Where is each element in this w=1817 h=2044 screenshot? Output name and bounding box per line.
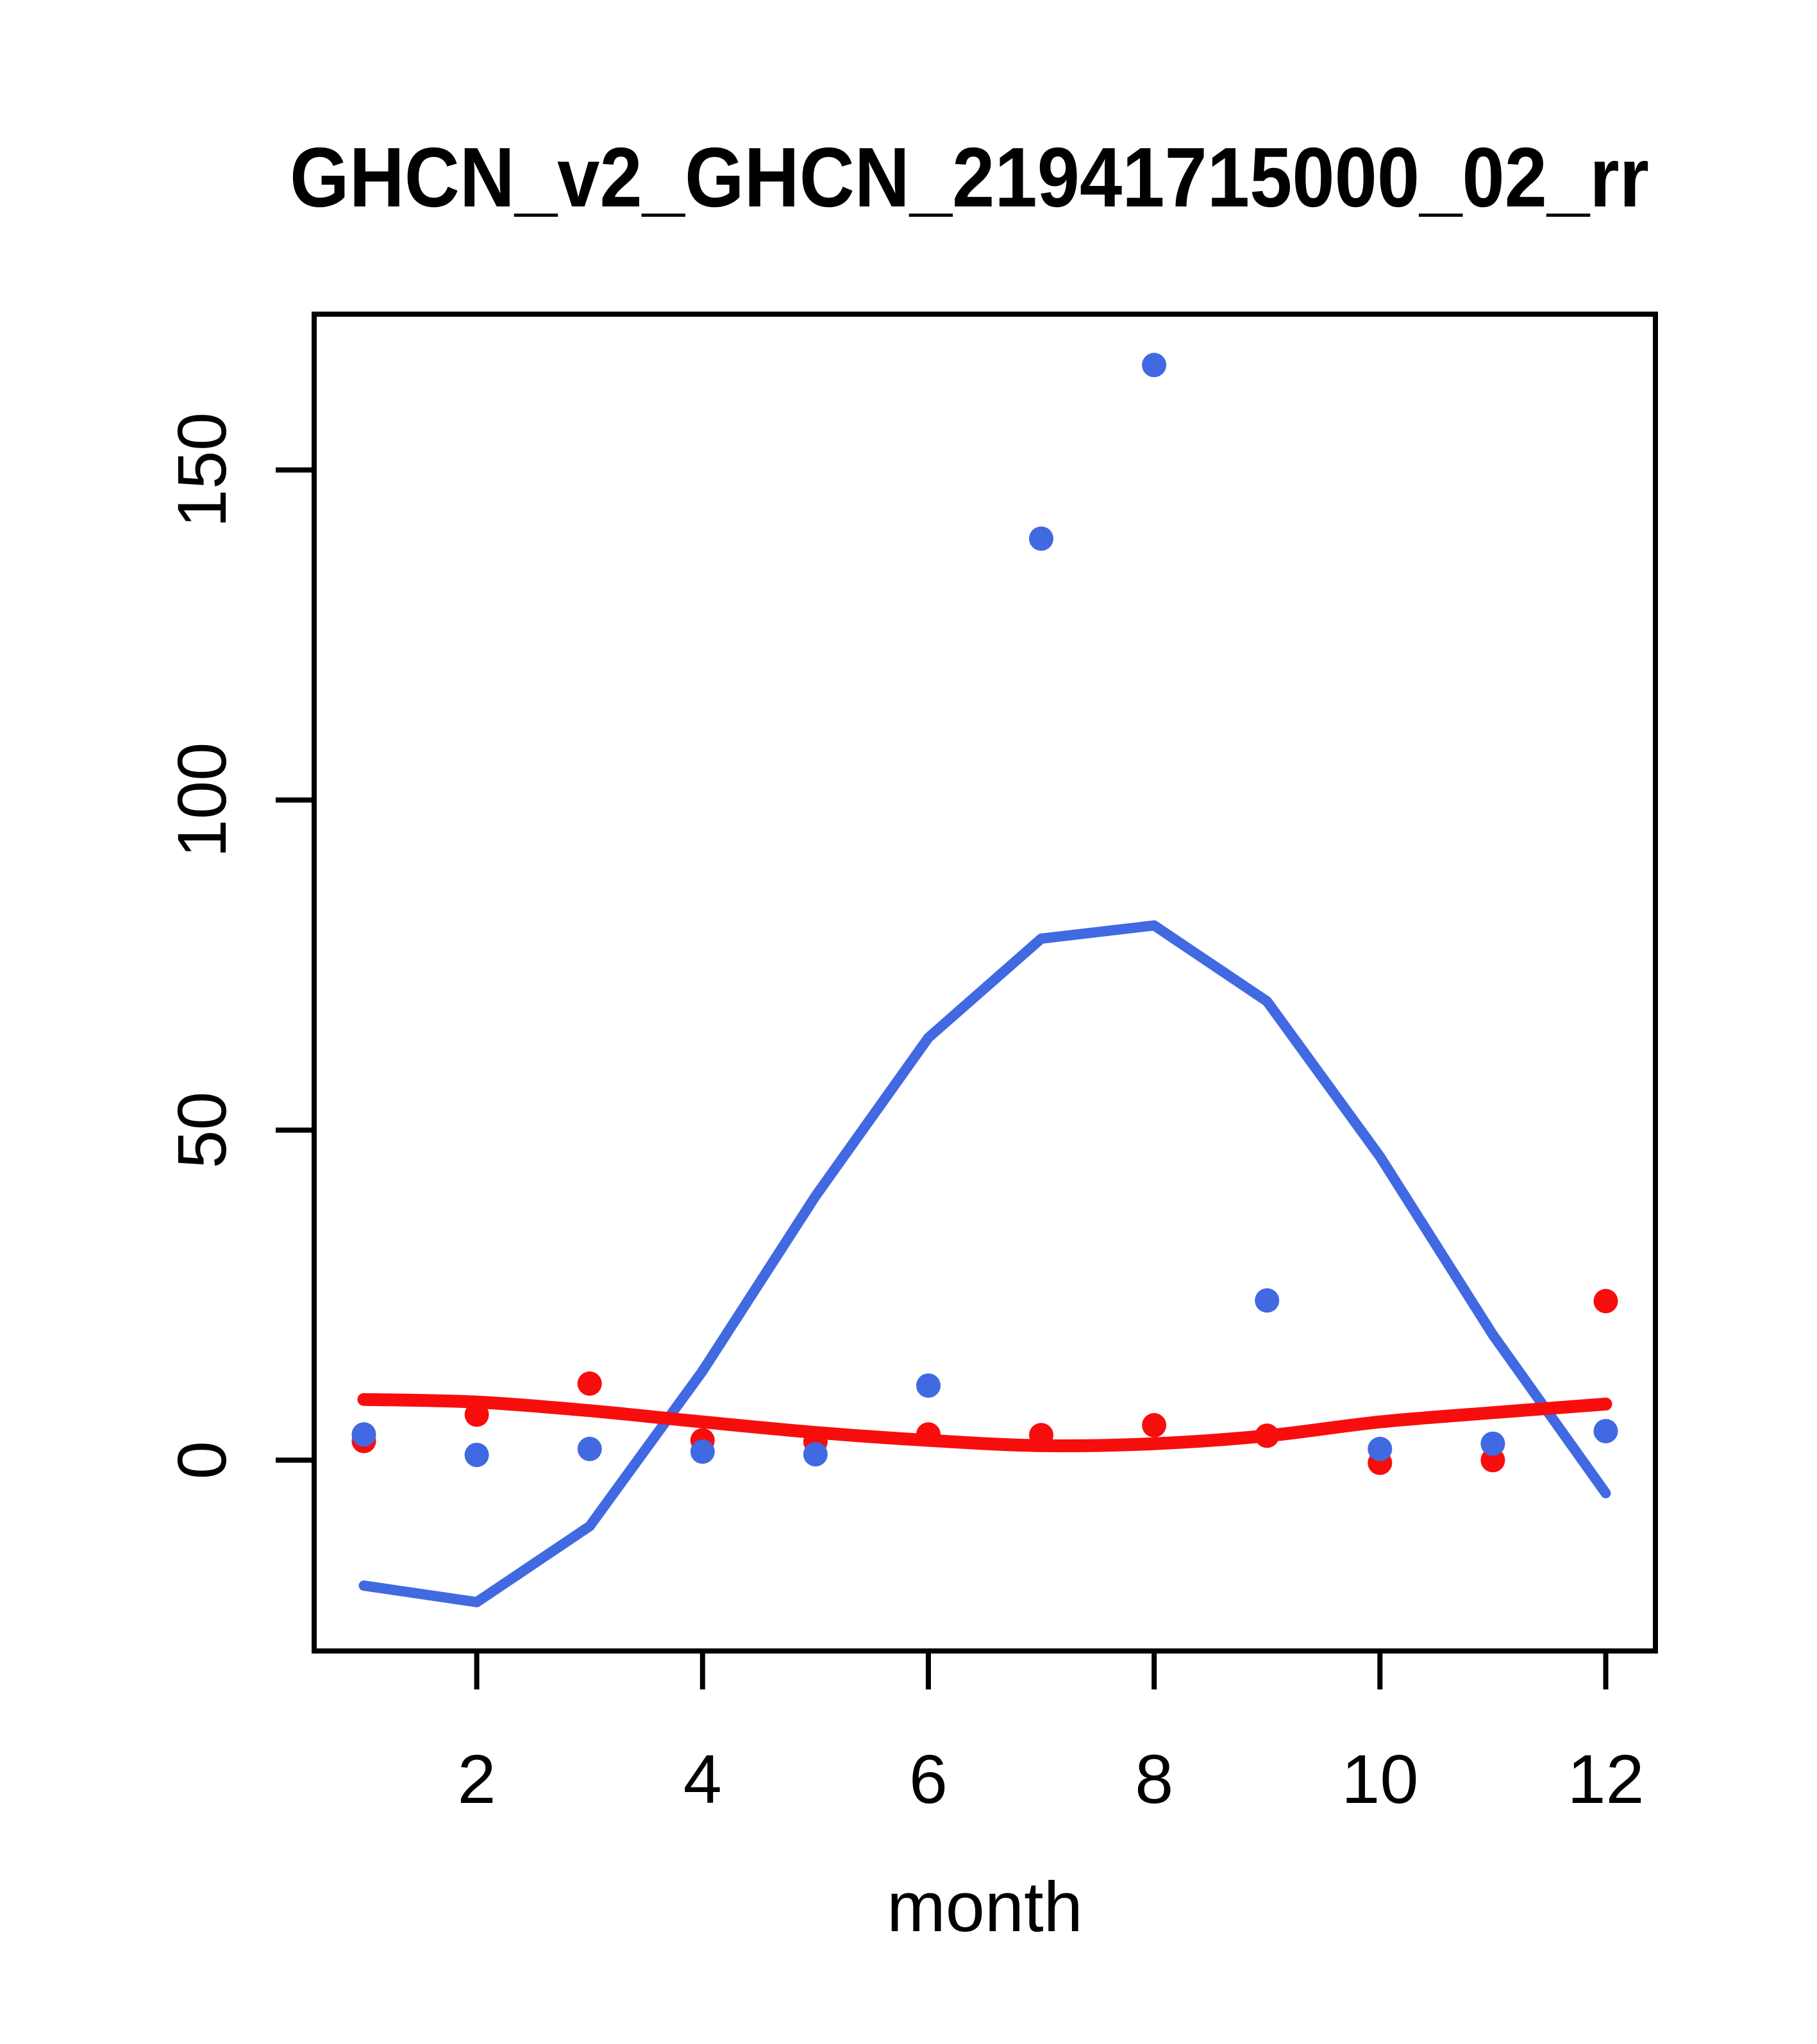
blue-point [916,1373,941,1398]
x-tick-label: 2 [458,1740,496,1818]
x-axis-label: month [887,1868,1083,1947]
red-point [916,1422,941,1447]
red-smooth-line [357,1393,1612,1453]
blue-point [1368,1436,1393,1461]
blue-point [1029,526,1053,551]
y-tick-label: 150 [163,412,240,528]
y-tick-label: 100 [163,742,240,858]
blue-point [577,1436,602,1461]
blue-point [351,1422,376,1447]
blue-point [803,1442,828,1467]
blue-line [358,920,1611,1607]
x-tick-label: 6 [909,1740,948,1818]
x-tick-label: 8 [1135,1740,1173,1818]
y-tick-label: 50 [163,1092,240,1169]
y-axis: 0 50 100 150 [163,412,314,1479]
x-axis: 2 4 6 8 10 12 [458,1651,1645,1818]
chart-title: GHCN_v2_GHCN_21941715000_02_rr [290,130,1649,224]
blue-point [464,1443,489,1468]
blue-point [1593,1419,1618,1444]
red-point [577,1371,602,1396]
x-tick-label: 10 [1341,1740,1418,1818]
plot-box [312,312,1658,1654]
x-tick-label: 4 [683,1740,722,1818]
blue-point [690,1439,715,1464]
x-tick-label: 12 [1567,1740,1644,1818]
blue-point [1142,353,1167,378]
red-point [1593,1289,1618,1314]
y-tick-label: 0 [163,1441,240,1479]
red-point [464,1402,489,1427]
red-point [1142,1412,1167,1437]
plot-series [351,353,1618,1607]
red-point [1029,1423,1053,1448]
blue-point [1480,1431,1505,1456]
blue-point [1255,1288,1280,1313]
red-point [1255,1423,1280,1448]
